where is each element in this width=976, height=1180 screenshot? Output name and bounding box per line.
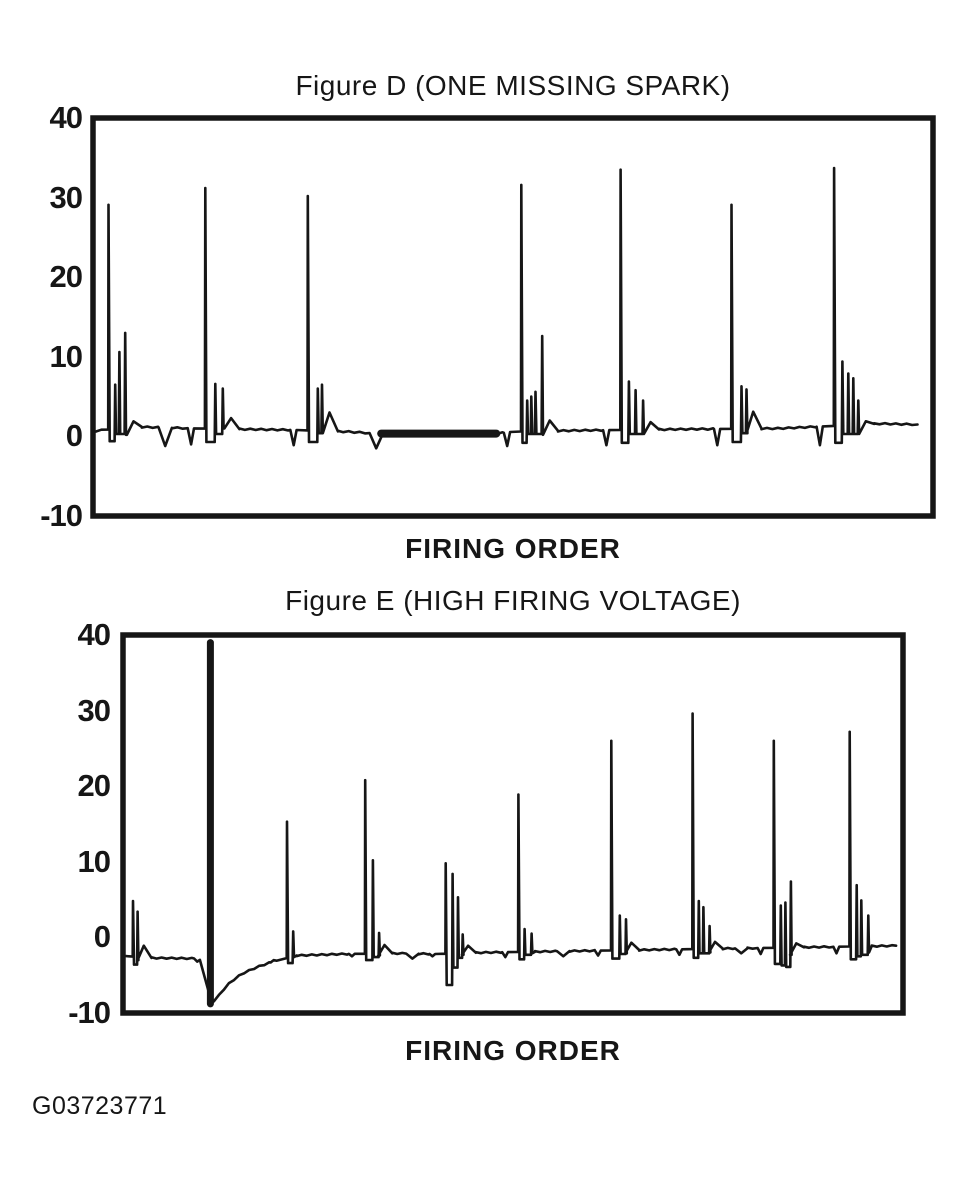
y-tick-label: 40 xyxy=(77,617,111,652)
y-tick-label: 20 xyxy=(49,259,83,295)
figure-e-x-axis-label: FIRING ORDER xyxy=(405,1035,621,1066)
y-tick-label: 30 xyxy=(49,179,83,215)
y-tick-label: 20 xyxy=(77,768,111,804)
y-tick-label: -10 xyxy=(40,498,83,533)
waveform-trace xyxy=(94,166,919,450)
y-tick-label: -10 xyxy=(68,995,111,1030)
y-tick-label: 0 xyxy=(93,919,111,955)
y-tick-label: 10 xyxy=(77,843,111,879)
figure-d-waveform-plot xyxy=(90,115,936,519)
document-code: G03723771 xyxy=(32,1092,168,1120)
figure-e-waveform-plot xyxy=(120,632,906,1016)
y-tick-label: 30 xyxy=(77,692,111,728)
figure-d-y-axis-labels: 40 30 20 10 0 -10 xyxy=(0,101,86,533)
y-tick-label: 10 xyxy=(49,338,83,374)
plot-border xyxy=(120,632,906,1016)
figure-d-x-axis-label: FIRING ORDER xyxy=(405,533,621,564)
figure-e-title: Figure E (HIGH FIRING VOLTAGE) xyxy=(285,585,741,616)
waveform-trace xyxy=(124,641,898,1006)
figure-d-title: Figure D (ONE MISSING SPARK) xyxy=(295,70,731,101)
figure-e-y-axis-labels: 40 30 20 10 0 -10 xyxy=(0,618,114,1030)
y-tick-label: 0 xyxy=(65,418,83,454)
plot-border xyxy=(90,115,936,519)
y-tick-label: 40 xyxy=(49,100,83,135)
